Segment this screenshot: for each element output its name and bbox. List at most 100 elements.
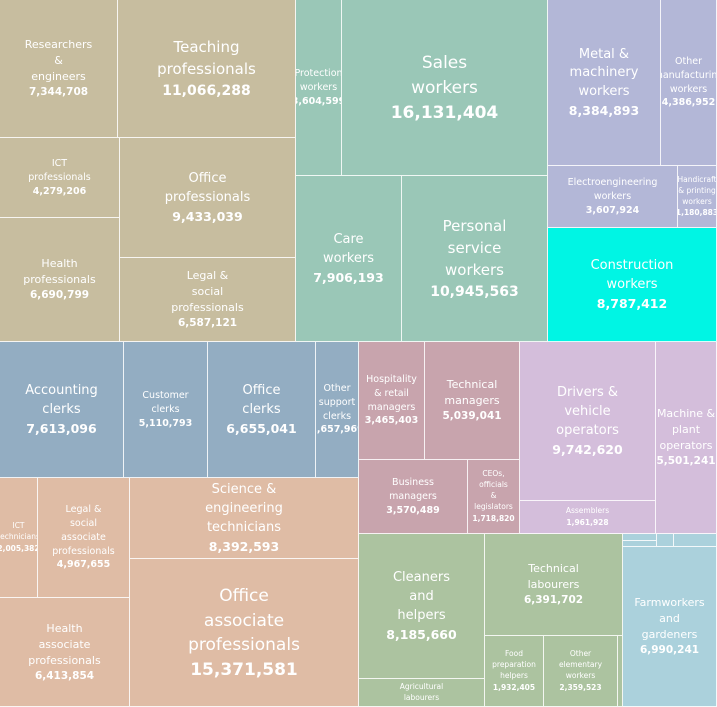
treemap-tile-g8-i1[interactable] <box>623 534 657 541</box>
tile-value: 7,906,193 <box>313 269 384 285</box>
treemap-tile-assemblers[interactable]: Assemblers 1,961,928 <box>520 501 656 534</box>
tile-value: 2,657,969 <box>316 424 358 436</box>
treemap-tile-g8-i3[interactable] <box>657 534 674 547</box>
treemap-tile-cleaners-and-helpers[interactable]: Cleaners and helpers 8,185,660 <box>359 534 485 679</box>
treemap-tile-accounting-clerks[interactable]: Accounting clerks 7,613,096 <box>0 342 124 478</box>
treemap-tile-construction-workers[interactable]: Construction workers 8,787,412 <box>548 228 717 342</box>
treemap-tile-researchers-engineers[interactable]: Researchers & engineers 7,344,708 <box>0 0 118 138</box>
tile-value: 5,110,793 <box>138 417 193 429</box>
tile-value: 1,961,928 <box>566 518 609 528</box>
tile-value: 9,742,620 <box>552 441 623 457</box>
tile-value: 9,433,039 <box>172 208 243 224</box>
tile-value: 6,413,854 <box>34 669 95 682</box>
tile-label: Business managers <box>389 477 437 502</box>
tile-label: Handicraft & printing workers <box>678 174 717 206</box>
tile-label: Customer clerks <box>142 390 189 415</box>
tile-label: CEOs, officials & legislators <box>474 469 513 511</box>
tile-value: 1,180,883 <box>678 208 717 218</box>
treemap-tile-ict-technicians[interactable]: ICTtechnicians 2,005,382 <box>0 478 38 598</box>
treemap-tile-care-workers[interactable]: Care workers 7,906,193 <box>296 176 402 342</box>
treemap-tile-office-associate-professionals[interactable]: Office associate professionals 15,371,581 <box>130 559 359 707</box>
tile-value: 6,655,041 <box>226 420 297 436</box>
treemap-tile-technical-labourers[interactable]: Technical labourers 6,391,702 <box>485 534 623 636</box>
tile-value: 3,607,924 <box>585 204 640 216</box>
treemap-tile-other-elementary-workers[interactable]: Other elementary workers 2,359,523 <box>544 636 618 707</box>
treemap-tile-teaching-professionals[interactable]: Teaching professionals 11,066,288 <box>118 0 296 138</box>
treemap-tile-electroengineering-workers[interactable]: Electroengineering workers 3,607,924 <box>548 166 678 228</box>
tile-value: 4,386,952 <box>661 97 716 109</box>
treemap-tile-handicraft-printing-workers[interactable]: Handicraft & printing workers 1,180,883 <box>678 166 717 228</box>
treemap-tile-agricultural-labourers[interactable]: Agricultural labourers <box>359 679 485 707</box>
tile-value: 11,066,288 <box>162 82 251 99</box>
tile-label: Food preparation helpers <box>492 649 536 681</box>
treemap-tile-other-manufacturing-workers[interactable]: Othermanufacturingworkers 4,386,952 <box>661 0 717 166</box>
treemap-tile-customer-clerks[interactable]: Customer clerks 5,110,793 <box>124 342 208 478</box>
tile-value: 3,465,403 <box>364 415 419 427</box>
treemap-tile-farmworkers-and-gardeners[interactable]: Farmworkers and gardeners 6,990,241 <box>623 547 717 707</box>
tile-value: 5,501,241 <box>656 455 716 468</box>
treemap-tile-metal-machinery-workers[interactable]: Metal & machinery workers 8,384,893 <box>548 0 661 166</box>
tile-value: 15,371,581 <box>190 659 298 680</box>
tile-label: Technical managers <box>444 378 500 408</box>
tile-label: Health associate professionals <box>28 621 101 667</box>
tile-label: Sales workers <box>411 53 478 98</box>
treemap-tile-ict-professionals[interactable]: ICT professionals 4,279,206 <box>0 138 120 218</box>
tile-value: 4,279,206 <box>32 185 87 197</box>
tile-label: Researchers & engineers <box>24 38 93 84</box>
tile-value: 1,932,405 <box>492 682 536 692</box>
tile-label: Technical labourers <box>527 562 580 592</box>
tile-value: 3,604,599 <box>296 95 341 107</box>
treemap-tile-business-managers[interactable]: Business managers 3,570,489 <box>359 460 468 534</box>
tile-value: 8,392,593 <box>208 538 280 554</box>
tile-label: Science & engineering technicians <box>205 482 283 535</box>
tile-label: Machine & plant operators <box>656 407 716 453</box>
tile-value: 6,690,799 <box>29 289 90 302</box>
tile-label: Agricultural labourers <box>399 681 444 702</box>
treemap-tile-health-associate-professionals[interactable]: Health associate professionals 6,413,854 <box>0 598 130 707</box>
tile-value: 2,359,523 <box>559 682 602 692</box>
tile-label: ICT professionals <box>28 158 91 183</box>
tile-label: Farmworkers and gardeners <box>634 596 705 642</box>
tile-label: Drivers & vehicle operators <box>556 385 619 438</box>
tile-label: Office clerks <box>242 383 281 417</box>
tile-label: Hospitality & retail managers <box>366 374 417 413</box>
tile-value: 8,787,412 <box>596 295 668 311</box>
tile-label: Othermanufacturingworkers <box>661 56 717 95</box>
treemap-tile-legal-social-associate-professionals[interactable]: Legal & social associate professionals 4,967… <box>38 478 130 598</box>
treemap-tile-drivers-vehicle-operators[interactable]: Drivers & vehicle operators 9,742,620 <box>520 342 656 501</box>
treemap-tile-g8-i4[interactable] <box>674 534 717 547</box>
tile-value: 4,967,655 <box>56 559 111 571</box>
treemap-tile-health-professionals[interactable]: Health professionals 6,690,799 <box>0 218 120 342</box>
tile-label: Other elementary workers <box>558 649 603 681</box>
treemap-tile-hospitality-retail-managers[interactable]: Hospitality & retail managers 3,465,403 <box>359 342 425 460</box>
tile-label: Teaching professionals <box>157 38 256 78</box>
tile-label: Accounting clerks <box>25 383 98 417</box>
tile-label: Care workers <box>322 232 375 266</box>
tile-value: 16,131,404 <box>390 102 499 123</box>
tile-value: 8,185,660 <box>386 626 457 642</box>
treemap-tile-machine-plant-operators[interactable]: Machine & plant operators 5,501,241 <box>656 342 717 534</box>
treemap-tile-ceos-officials-legislators[interactable]: CEOs, officials & legislators 1,718,820 <box>468 460 520 534</box>
tile-value: 8,384,893 <box>568 103 640 119</box>
treemap-tile-office-professionals[interactable]: Office professionals 9,433,039 <box>120 138 296 258</box>
tile-value: 5,039,041 <box>442 410 502 423</box>
treemap-tile-technical-managers[interactable]: Technical managers 5,039,041 <box>425 342 520 460</box>
tile-label: Electroengineering workers <box>567 177 658 202</box>
treemap-tile-legal-social-professionals[interactable]: Legal & social professionals 6,587,121 <box>120 258 296 342</box>
tile-value: 7,344,708 <box>28 86 89 99</box>
treemap-tile-science-engineering-technicians[interactable]: Science & engineering technicians 8,392,593 <box>130 478 359 559</box>
tile-value: 10,945,563 <box>430 283 519 300</box>
treemap-tile-office-clerks[interactable]: Office clerks 6,655,041 <box>208 342 316 478</box>
treemap-tile-sales-workers[interactable]: Sales workers 16,131,404 <box>342 0 548 176</box>
treemap-tile-personal-service-workers[interactable]: Personal service workers 10,945,563 <box>402 176 548 342</box>
tile-value: 7,613,096 <box>26 420 97 436</box>
tile-label: Assemblers <box>565 506 610 516</box>
tile-label: Cleaners and helpers <box>392 570 450 623</box>
treemap-tile-g8-i2[interactable] <box>623 541 657 547</box>
tile-value: 1,718,820 <box>472 513 515 523</box>
tile-label: Legal & social associate professionals <box>52 504 115 557</box>
treemap-tile-food-preparation-helpers[interactable]: Food preparation helpers 1,932,405 <box>485 636 544 707</box>
tile-label: Office professionals <box>164 171 251 205</box>
